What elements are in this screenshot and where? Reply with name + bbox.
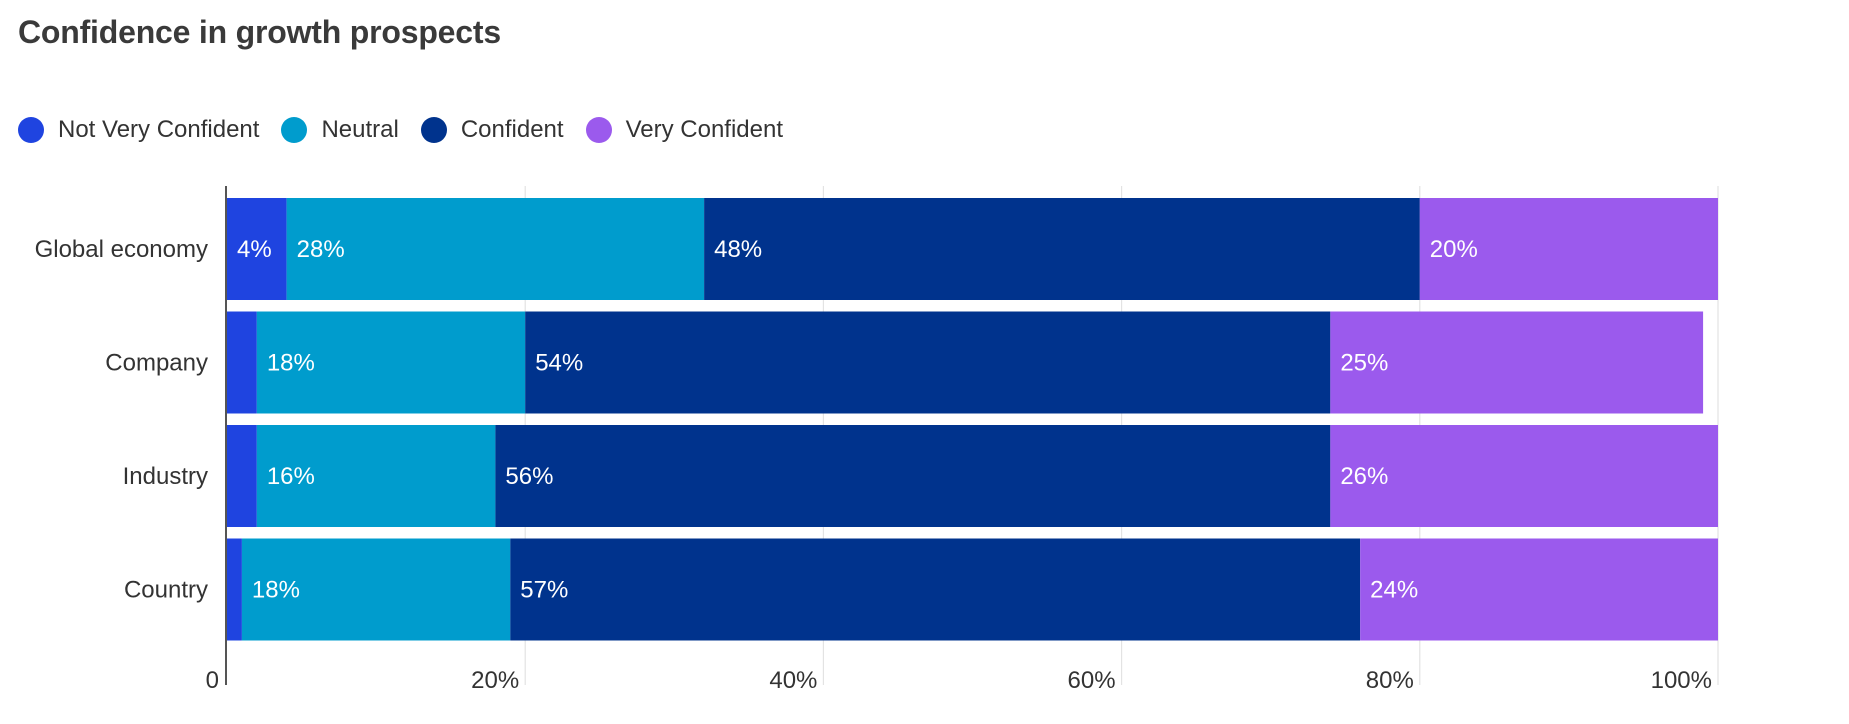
legend: Not Very Confident Neutral Confident Ver… (18, 116, 805, 144)
data-label: 54% (535, 350, 583, 377)
legend-label: Neutral (321, 116, 399, 143)
bar-segment (227, 198, 287, 300)
bar-segment (704, 198, 1420, 300)
x-tick-label: 20% (471, 667, 519, 694)
category-label: Company (105, 350, 208, 377)
data-label: 18% (267, 350, 315, 377)
data-label: 18% (252, 577, 300, 604)
data-label: 16% (267, 463, 315, 490)
bar-segment (1330, 425, 1718, 527)
category-label: Industry (123, 463, 208, 490)
legend-item-very-confident: Very Confident (585, 116, 784, 144)
data-label: 26% (1340, 463, 1388, 490)
legend-label: Not Very Confident (58, 116, 260, 143)
data-label: 4% (237, 236, 272, 263)
data-label: 28% (297, 236, 345, 263)
data-label: 56% (505, 463, 553, 490)
bar-segment (256, 425, 496, 527)
legend-item-neutral: Neutral (281, 116, 399, 144)
category-label: Global economy (35, 236, 208, 263)
legend-swatch-icon (420, 117, 447, 143)
legend-swatch-icon (281, 117, 308, 143)
legend-swatch-icon (585, 117, 612, 143)
bar-segment (227, 425, 257, 527)
data-label: 20% (1430, 236, 1478, 263)
bar-segment (510, 538, 1361, 641)
x-tick-label: 100% (1651, 667, 1712, 694)
bar-segment (241, 538, 511, 641)
data-label: 24% (1370, 577, 1418, 604)
bar-segment (256, 311, 526, 414)
legend-swatch-icon (18, 117, 44, 143)
bar-segment (1330, 311, 1704, 414)
x-tick-label: 80% (1366, 667, 1414, 694)
data-label: 25% (1340, 350, 1388, 377)
bar-segment (227, 538, 242, 641)
bar-segment (227, 311, 257, 414)
x-tick-label: 60% (1068, 667, 1116, 694)
x-tick-label: 40% (769, 667, 817, 694)
bar-segment (286, 198, 705, 300)
legend-item-not-very-confident: Not Very Confident (18, 116, 259, 144)
bar-segment (1360, 538, 1718, 641)
legend-label: Confident (460, 116, 564, 143)
legend-label: Very Confident (625, 116, 784, 143)
bar-segment (495, 425, 1331, 527)
data-label: 57% (520, 577, 568, 604)
bar-segment (1419, 198, 1718, 300)
x-tick-label: 0 (206, 667, 219, 694)
data-label: 48% (714, 236, 762, 263)
bar-segment (525, 311, 1331, 414)
chart-title: Confidence in growth prospects (18, 14, 501, 50)
legend-item-confident: Confident (420, 116, 564, 144)
category-label: Country (124, 577, 208, 604)
